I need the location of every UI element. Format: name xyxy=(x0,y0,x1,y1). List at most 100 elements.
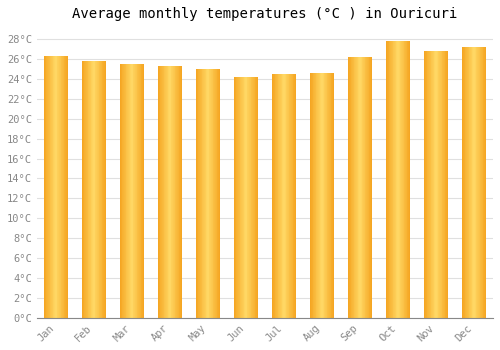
Bar xyxy=(210,69,211,318)
Bar xyxy=(273,74,274,318)
Bar xyxy=(245,77,246,318)
Bar xyxy=(433,51,434,318)
Bar xyxy=(349,57,350,318)
Bar xyxy=(197,69,198,318)
Bar xyxy=(324,73,325,318)
Bar xyxy=(446,51,447,318)
Bar xyxy=(467,47,468,318)
Bar xyxy=(444,51,446,318)
Bar xyxy=(366,57,367,318)
Bar xyxy=(256,77,257,318)
Bar xyxy=(166,66,168,318)
Bar xyxy=(206,69,207,318)
Bar xyxy=(326,73,328,318)
Bar xyxy=(471,47,472,318)
Bar xyxy=(356,57,357,318)
Bar xyxy=(215,69,216,318)
Bar xyxy=(178,66,180,318)
Bar xyxy=(120,64,121,318)
Bar xyxy=(257,77,258,318)
Bar xyxy=(443,51,444,318)
Bar xyxy=(325,73,326,318)
Bar xyxy=(128,64,130,318)
Bar xyxy=(164,66,165,318)
Bar xyxy=(253,77,254,318)
Bar xyxy=(370,57,371,318)
Bar xyxy=(294,74,295,318)
Bar xyxy=(234,77,235,318)
Bar xyxy=(425,51,426,318)
Bar xyxy=(165,66,166,318)
Bar xyxy=(310,73,311,318)
Bar xyxy=(196,69,197,318)
Bar xyxy=(176,66,177,318)
Bar xyxy=(470,47,471,318)
Bar xyxy=(44,56,45,318)
Bar xyxy=(102,61,104,318)
Bar xyxy=(159,66,160,318)
Bar xyxy=(390,41,391,318)
Bar xyxy=(283,74,284,318)
Bar xyxy=(401,41,402,318)
Bar xyxy=(170,66,172,318)
Bar xyxy=(93,61,94,318)
Bar xyxy=(254,77,256,318)
Bar xyxy=(136,64,138,318)
Bar xyxy=(56,56,58,318)
Bar xyxy=(66,56,67,318)
Bar xyxy=(447,51,448,318)
Bar xyxy=(126,64,127,318)
Bar xyxy=(277,74,278,318)
Bar xyxy=(173,66,174,318)
Bar xyxy=(315,73,316,318)
Bar xyxy=(205,69,206,318)
Bar xyxy=(409,41,410,318)
Bar xyxy=(317,73,318,318)
Bar xyxy=(408,41,409,318)
Bar xyxy=(50,56,51,318)
Bar xyxy=(105,61,106,318)
Bar xyxy=(387,41,388,318)
Bar xyxy=(238,77,239,318)
Bar xyxy=(246,77,248,318)
Bar xyxy=(219,69,220,318)
Bar xyxy=(142,64,143,318)
Bar xyxy=(242,77,243,318)
Bar xyxy=(249,77,250,318)
Bar xyxy=(276,74,277,318)
Bar xyxy=(64,56,65,318)
Bar xyxy=(180,66,181,318)
Bar xyxy=(131,64,132,318)
Bar xyxy=(357,57,358,318)
Bar xyxy=(207,69,208,318)
Bar xyxy=(59,56,60,318)
Bar xyxy=(482,47,484,318)
Bar xyxy=(312,73,314,318)
Bar xyxy=(429,51,430,318)
Bar xyxy=(122,64,123,318)
Bar xyxy=(96,61,97,318)
Bar xyxy=(475,47,476,318)
Bar xyxy=(160,66,161,318)
Bar xyxy=(46,56,47,318)
Bar xyxy=(212,69,214,318)
Bar xyxy=(47,56,48,318)
Bar xyxy=(354,57,356,318)
Bar xyxy=(218,69,219,318)
Bar xyxy=(243,77,244,318)
Bar xyxy=(239,77,240,318)
Bar xyxy=(284,74,286,318)
Bar xyxy=(395,41,396,318)
Bar xyxy=(62,56,63,318)
Bar xyxy=(291,74,292,318)
Bar xyxy=(63,56,64,318)
Bar xyxy=(214,69,215,318)
Bar xyxy=(329,73,330,318)
Bar xyxy=(125,64,126,318)
Bar xyxy=(319,73,320,318)
Bar xyxy=(426,51,428,318)
Bar xyxy=(82,61,83,318)
Bar xyxy=(174,66,176,318)
Bar xyxy=(162,66,163,318)
Bar xyxy=(404,41,405,318)
